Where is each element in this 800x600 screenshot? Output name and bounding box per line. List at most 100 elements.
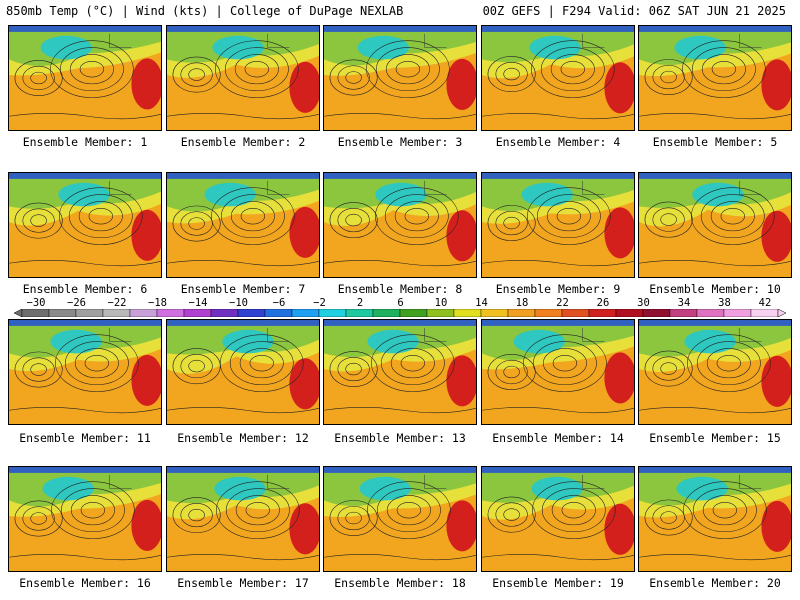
pressure-contour — [495, 210, 528, 236]
pressure-contour — [224, 47, 289, 92]
pressure-contour — [487, 205, 536, 241]
pressure-contour — [385, 54, 430, 85]
colorbar-segment — [426, 309, 455, 317]
cold-north-strip — [167, 173, 319, 179]
pressure-contour — [495, 62, 528, 87]
pressure-contour — [69, 54, 114, 85]
pressure-contour — [503, 67, 520, 81]
pressure-contour — [660, 70, 677, 84]
pressure-contour — [30, 512, 47, 525]
pressure-contour — [644, 59, 693, 95]
pressure-contour — [692, 488, 757, 533]
pressure-contour — [329, 351, 378, 388]
hot-region — [761, 355, 791, 407]
pressure-contour — [660, 362, 677, 375]
colorbar-segment — [48, 309, 77, 317]
border-line — [739, 474, 762, 489]
colorbar-segment — [453, 309, 482, 317]
colorbar-tick-label: 42 — [758, 297, 772, 309]
hot-region — [761, 59, 791, 111]
pressure-contour — [172, 348, 221, 385]
pressure-contour — [345, 511, 362, 525]
pressure-contour — [682, 40, 766, 98]
cold-north-strip — [324, 467, 476, 473]
pressure-contour — [386, 495, 431, 526]
pressure-contour — [482, 554, 634, 561]
member-label-12: Ensemble Member: 12 — [177, 431, 309, 445]
pressure-contour — [639, 407, 791, 414]
pressure-contour — [230, 201, 275, 232]
cold-north-strip — [9, 467, 161, 473]
member-map-5 — [638, 25, 792, 131]
pressure-contour — [687, 334, 771, 392]
pressure-contour — [216, 481, 300, 539]
cold-north-strip — [9, 173, 161, 179]
pressure-contour — [167, 260, 319, 267]
pressure-contour — [70, 495, 115, 526]
pressure-contour — [324, 554, 476, 561]
colorbar-segment — [507, 309, 536, 317]
cold-north-strip — [482, 320, 634, 326]
pressure-contour — [541, 488, 606, 533]
colorbar-segment — [696, 309, 725, 317]
pressure-contour — [710, 201, 755, 232]
pressure-contour — [482, 113, 634, 120]
pressure-contour — [188, 68, 205, 81]
cold-north-strip — [482, 173, 634, 179]
cold-north-strip — [482, 467, 634, 473]
product-title: 850mb Temp (°C) | Wind (kts) | College o… — [6, 4, 404, 18]
colorbar-segment — [480, 309, 509, 317]
pressure-contour — [234, 54, 279, 85]
header: 850mb Temp (°C) | Wind (kts) | College o… — [0, 0, 800, 22]
pressure-contour — [482, 407, 634, 414]
pressure-contour — [482, 260, 634, 267]
pressure-contour — [366, 40, 450, 98]
pressure-contour — [495, 359, 528, 385]
pressure-contour — [180, 354, 213, 379]
pressure-contour — [400, 355, 425, 372]
member-label-3: Ensemble Member: 3 — [337, 135, 463, 149]
pressure-contour — [167, 554, 319, 561]
pressure-contour — [536, 194, 601, 239]
pressure-contour — [337, 505, 370, 531]
pressure-contour — [22, 357, 55, 382]
member-map-15 — [638, 319, 792, 425]
pressure-contour — [345, 71, 362, 84]
member-label-5: Ensemble Member: 5 — [652, 135, 778, 149]
pressure-contour — [503, 508, 520, 521]
colorbar-tick-label: −14 — [188, 297, 208, 309]
member-map-19 — [481, 466, 635, 572]
colorbar-tick-label: 34 — [677, 297, 691, 309]
pressure-contour — [345, 362, 362, 376]
member-map-9 — [481, 172, 635, 278]
border-line — [109, 180, 132, 195]
colorbar-tick-label: 6 — [397, 297, 404, 309]
cool-air-blob — [359, 476, 411, 501]
pressure-contour — [249, 355, 274, 372]
pressure-contour — [50, 40, 134, 98]
hot-region — [131, 499, 161, 551]
pressure-contour — [188, 217, 205, 230]
border-line — [424, 33, 447, 48]
colorbar-segment — [372, 309, 401, 317]
colorbar-segment — [183, 309, 212, 317]
pressure-contour — [652, 505, 685, 530]
cold-north-strip — [324, 173, 476, 179]
pressure-contour — [55, 334, 139, 392]
pressure-contour — [172, 56, 221, 93]
member-map-14 — [481, 319, 635, 425]
pressure-contour — [239, 348, 284, 379]
pressure-contour — [167, 113, 319, 120]
pressure-contour — [683, 481, 767, 539]
colorbar-tick-label: −26 — [67, 297, 86, 309]
border-line — [582, 327, 605, 342]
pressure-contour — [188, 359, 205, 373]
member-map-16 — [8, 466, 162, 572]
pressure-contour — [9, 260, 161, 267]
cool-air-blob — [692, 182, 744, 207]
border-line — [267, 180, 290, 195]
pressure-contour — [80, 502, 106, 519]
colorbar-segment — [102, 309, 131, 317]
colorbar-segment — [129, 309, 158, 317]
pressure-contour — [84, 355, 109, 372]
